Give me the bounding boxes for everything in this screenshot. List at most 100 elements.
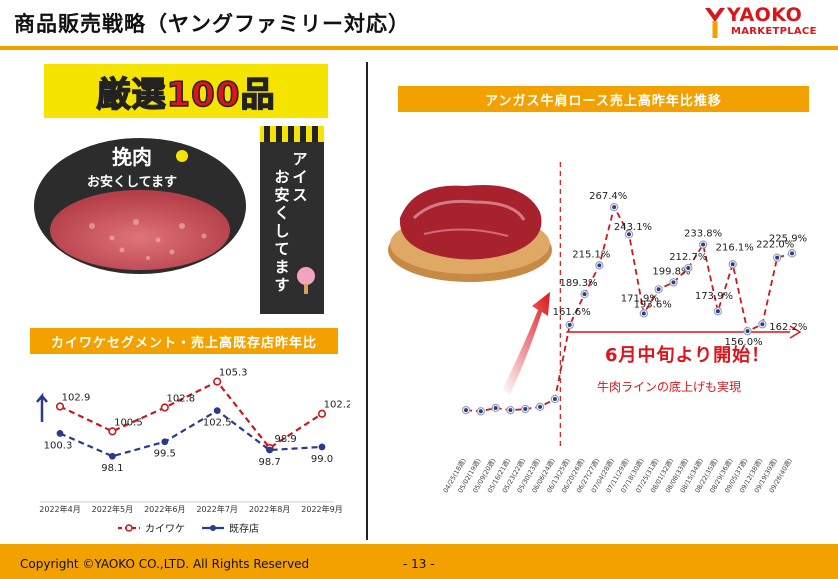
svg-text:イ: イ (292, 168, 307, 186)
data-label: 102.8 (166, 394, 195, 405)
x-tick-label: 2022年6月 (144, 504, 185, 514)
data-label: 193.6% (634, 299, 672, 310)
arrow-head-icon (789, 325, 802, 339)
data-label: 222.0% (756, 240, 794, 251)
data-point (108, 427, 117, 436)
data-point-core (464, 408, 468, 413)
data-label: 162.2% (769, 322, 807, 333)
data-point-core (745, 329, 750, 334)
beef-steak-image (388, 185, 552, 282)
selected-100-text: 厳選100品 (96, 74, 276, 116)
x-tick-label: 2022年5月 (92, 504, 133, 514)
data-point (213, 377, 222, 386)
angus-sales-chart: 04/25(18週)05/02(19週)05/09(20週)05/16(21週)… (441, 162, 807, 494)
legend-marker (210, 525, 216, 531)
svg-text:て: て (274, 240, 289, 258)
data-point (318, 443, 326, 451)
data-point (109, 452, 116, 460)
x-tick-label: 2022年7月 (196, 504, 237, 514)
data-point-core (790, 251, 794, 256)
data-label: 105.3 (219, 368, 248, 379)
legend-label: カイワケ (145, 523, 185, 535)
data-point (317, 409, 327, 418)
data-label: 215.1% (572, 249, 610, 260)
segment-chart-title: カイワケセグメント・売上高既存店昨年比 (30, 328, 338, 354)
data-point-core (671, 280, 676, 285)
data-label: 100.5 (114, 417, 143, 428)
svg-text:お: お (274, 168, 289, 186)
svg-text:ま: ま (274, 258, 289, 276)
angus-chart-title: アンガス牛肩ロース売上高昨年比推移 (398, 86, 809, 112)
data-label: 171.9% (621, 293, 659, 304)
segment-sales-chart: 2022年4月 2022年5月 2022年6月 2022年7月 2022年8月 2022年… (36, 368, 350, 535)
copyright-text: Copyright ©YAOKO CO.,LTD. All Rights Res… (20, 557, 310, 571)
start-callout-sub: 牛肉ラインの底上げも実現 (597, 380, 742, 394)
data-label: 243.1% (614, 222, 652, 233)
data-label: 98.7 (258, 457, 280, 468)
svg-text:く: く (274, 204, 289, 222)
data-point-core (760, 322, 765, 327)
data-point-core (538, 404, 543, 409)
series-line-kizonten (59, 409, 323, 458)
data-point-core (715, 309, 720, 314)
data-point (161, 438, 169, 446)
data-label: 98.1 (101, 463, 123, 474)
data-point (160, 403, 169, 412)
svg-text:す: す (274, 276, 289, 294)
logo-main-text: YAOKO (727, 4, 803, 26)
page-title: 商品販売戦略（ヤングファミリー対応） (14, 12, 410, 36)
selected-100-banner: 厳選100品 (44, 64, 328, 118)
x-tick-label: 2022年4月 (39, 504, 80, 514)
data-point-core (656, 287, 661, 292)
data-label: 102.5 (203, 418, 232, 429)
data-point-core (641, 311, 646, 316)
ice-cream-icon (297, 267, 315, 285)
ice-poster-image: アイス お安く してます (260, 126, 324, 314)
data-point-core (567, 322, 572, 327)
data-label: 225.9% (769, 233, 807, 244)
x-tick-label: 2022年9月 (301, 504, 342, 514)
data-point-core (552, 397, 557, 402)
legend: カイワケ 既存店 (118, 522, 259, 535)
data-point (55, 402, 65, 411)
data-point (266, 446, 273, 454)
data-point-core (493, 405, 498, 410)
data-label: 102.2 (324, 400, 350, 411)
yaoko-mark-icon (705, 8, 725, 38)
data-point-core (523, 407, 528, 412)
ground-meat-image: 挽肉 お安くしてます (34, 138, 246, 274)
data-point-core (627, 232, 631, 237)
data-point (56, 430, 64, 437)
data-label: 161.6% (553, 307, 591, 318)
data-label: 98.9 (274, 434, 296, 445)
data-point-core (582, 292, 587, 297)
data-point-core (730, 262, 735, 267)
data-label: 233.8% (684, 229, 722, 240)
title-rule (0, 46, 838, 50)
data-label: 267.4% (589, 191, 627, 202)
page-number: - 13 - (403, 557, 435, 571)
data-label: 156.0% (724, 337, 762, 348)
data-point-core (597, 263, 602, 268)
start-callout: 6月中旬より開始！ (605, 345, 771, 366)
svg-text:し: し (274, 222, 289, 240)
data-point-core (775, 255, 780, 260)
x-tick-label: 2022年8月 (249, 504, 290, 514)
data-label: 102.9 (62, 392, 91, 403)
svg-text:ア: ア (292, 150, 307, 168)
vertical-divider (366, 62, 368, 540)
up-arrow-icon (36, 392, 48, 422)
data-label: 189.3% (559, 278, 597, 289)
data-point-core (686, 266, 691, 271)
data-label: 99.0 (311, 454, 333, 465)
legend-marker (125, 524, 133, 532)
series-line-kaiwake (59, 380, 323, 450)
data-point-core (701, 242, 706, 247)
data-label: 173.9% (695, 291, 733, 302)
data-label: 216.1% (716, 242, 754, 253)
sparkle-icon (176, 150, 188, 162)
svg-text:ス: ス (292, 186, 307, 204)
data-label: 99.5 (154, 449, 176, 460)
ground-meat-sub-label: お安くしてます (87, 174, 177, 190)
